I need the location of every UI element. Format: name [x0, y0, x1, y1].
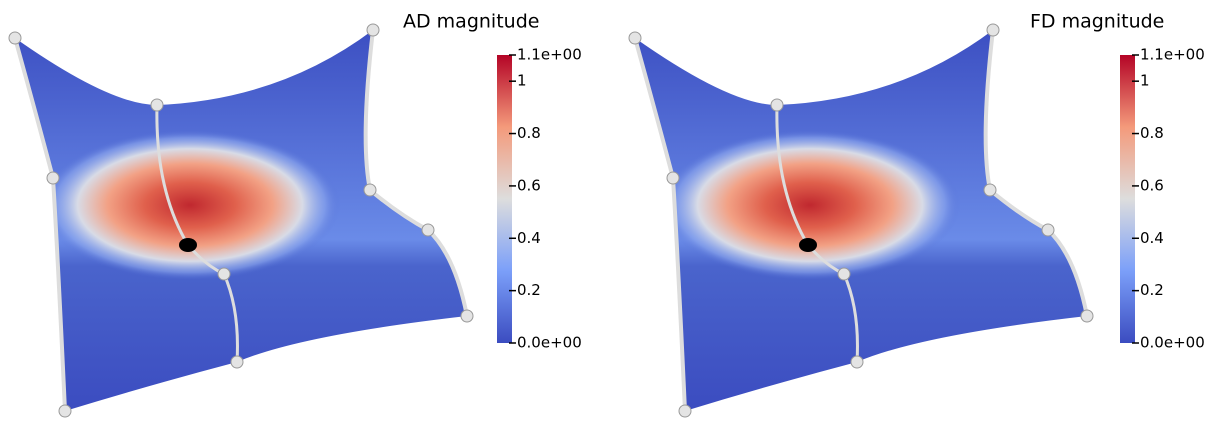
colorbar-tick-label: 1.1e+00: [517, 46, 582, 64]
surface-right: [629, 24, 1093, 417]
colorbar-tick-label: 0.6: [517, 176, 541, 194]
colorbar-tick-label: 0.6: [1140, 176, 1164, 194]
colorbar-tick-label: 0.0e+00: [1140, 334, 1205, 352]
colorbar-tick-label: 0.0e+00: [517, 334, 582, 352]
colorbar-tick-label: 0.8: [517, 124, 541, 142]
colorbar-tick-label: 1.1e+00: [1140, 46, 1205, 64]
panel-title: FD magnitude: [1030, 11, 1164, 33]
colorbar: [1120, 55, 1135, 343]
colorbar-tick-label: 0.2: [517, 281, 541, 299]
colorbar-tick-label: 0.4: [1140, 229, 1164, 247]
colorbar-tick-label: 0.2: [1140, 281, 1164, 299]
colorbar-tick-label: 0.4: [517, 229, 541, 247]
colorbar-tick-label: 0.8: [1140, 124, 1164, 142]
colorbar: [497, 55, 512, 343]
viewer: AD magnitude 1.1e+00 1 0.8 0.6 0.4 0.2 0.0e+00 F…: [0, 0, 1232, 421]
colorbar-tick-label: 1: [517, 72, 527, 90]
colorbar-tick-label: 1: [1140, 72, 1150, 90]
panel-title: AD magnitude: [403, 11, 539, 33]
surface-left: [9, 24, 473, 417]
